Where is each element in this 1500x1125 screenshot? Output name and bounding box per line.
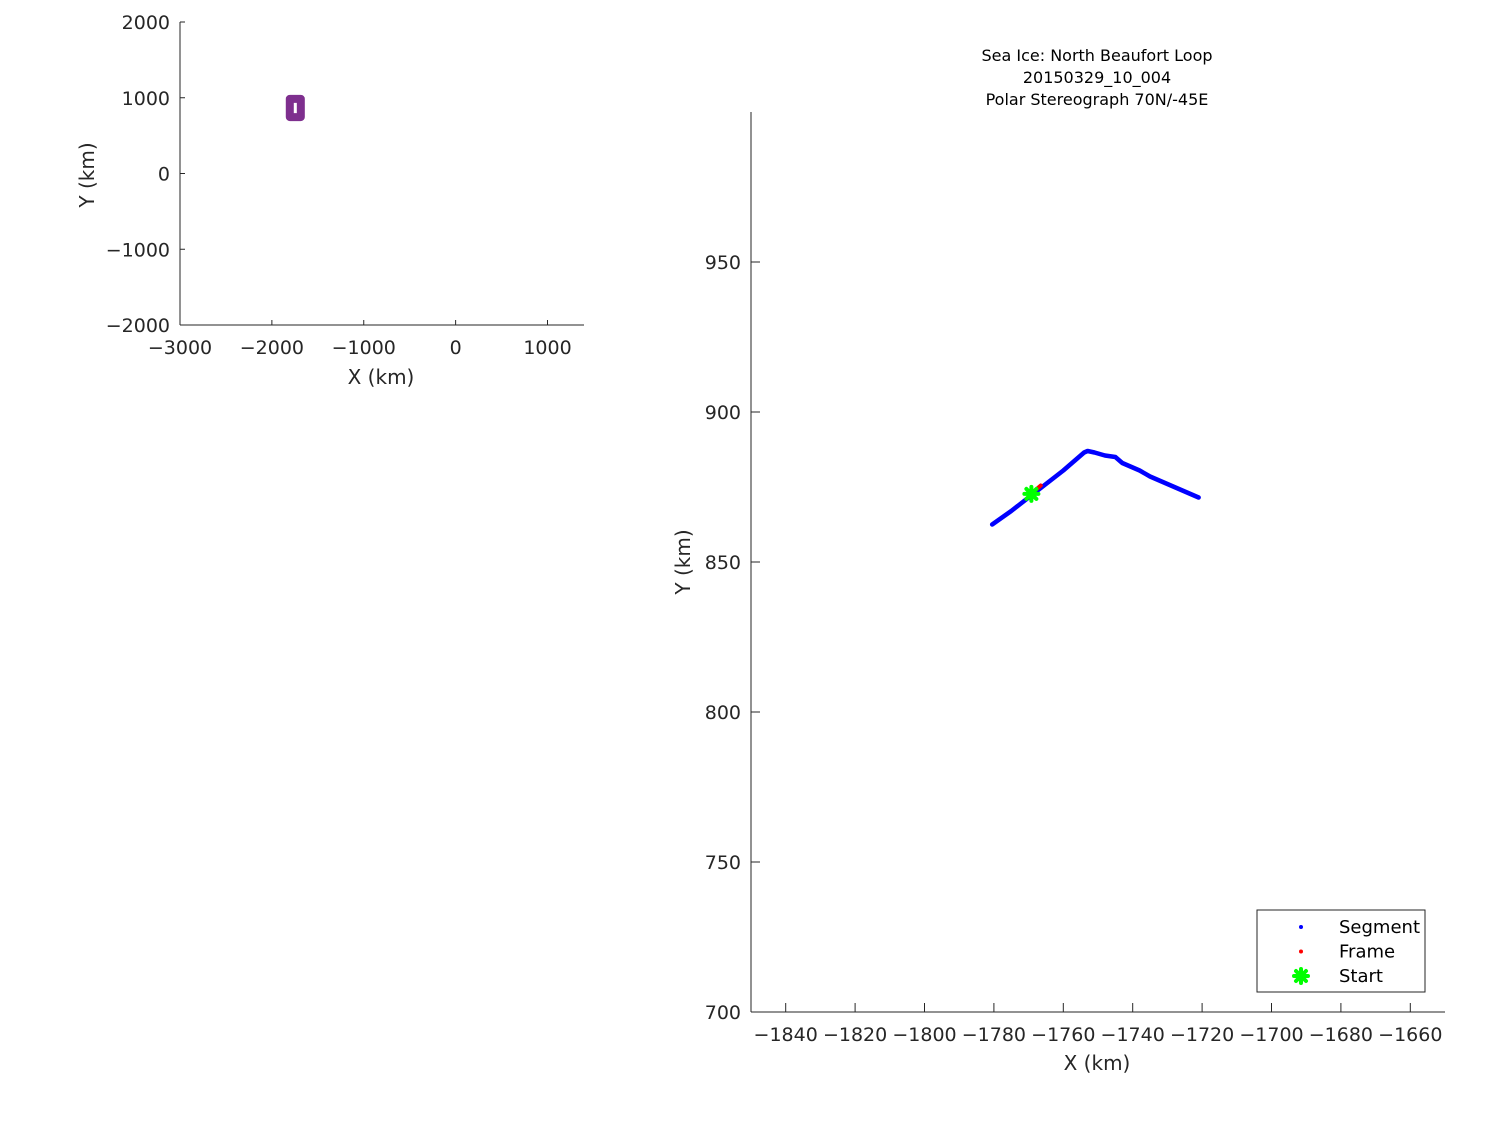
main-y-axis-label: Y (km): [671, 529, 695, 595]
overview-x-tick-label: −1000: [332, 337, 396, 359]
main-x-tick-label: −1780: [962, 1024, 1026, 1046]
main-y-ticks: 700 750 800 850 900 950: [705, 252, 760, 1024]
legend-label-segment: Segment: [1339, 917, 1420, 938]
main-x-tick-label: −1660: [1378, 1024, 1442, 1046]
legend-label-start: Start: [1339, 966, 1383, 987]
title-line-2: 20150329_10_004: [1023, 68, 1171, 88]
overview-x-tick-label: −3000: [148, 337, 212, 359]
title-line-1: Sea Ice: North Beaufort Loop: [981, 46, 1212, 65]
main-y-tick-label: 700: [705, 1002, 741, 1024]
overview-y-tick-label: −2000: [106, 315, 170, 337]
segment-track: [989, 448, 1201, 527]
main-x-tick-label: −1720: [1170, 1024, 1234, 1046]
legend: Segment Frame Start: [1256, 909, 1426, 993]
main-y-tick-label: 800: [705, 702, 741, 724]
title-line-3: Polar Stereograph 70N/-45E: [986, 90, 1209, 109]
main-plot-title: Sea Ice: North Beaufort Loop 20150329_10…: [981, 46, 1212, 109]
overview-y-tick-label: −1000: [106, 239, 170, 261]
legend-label-frame: Frame: [1339, 942, 1395, 963]
overview-y-ticks: −2000 −1000 0 1000 2000: [106, 12, 185, 337]
legend-marker-segment: [1299, 925, 1303, 929]
legend-entry-frame: Frame: [1299, 942, 1395, 963]
main-x-tick-label: −1700: [1239, 1024, 1303, 1046]
main-y-tick-label: 950: [705, 252, 741, 274]
legend-entries: Segment Frame Start: [1292, 917, 1420, 987]
main-x-tick-label: −1820: [823, 1024, 887, 1046]
legend-marker-frame: [1299, 949, 1303, 954]
overview-data-marks: [285, 94, 305, 122]
main-x-tick-label: −1840: [754, 1024, 818, 1046]
main-x-ticks: −1840 −1820 −1800 −1780 −1760 −1740 −1720 −1700…: [754, 1003, 1442, 1046]
legend-entry-segment: Segment: [1299, 917, 1420, 938]
overview-y-axis-label: Y (km): [75, 142, 99, 208]
main-x-tick-label: −1800: [892, 1024, 956, 1046]
overview-map-axes: −3000 −2000 −1000 0 1000 −2000−1000010002000…: [75, 12, 584, 389]
legend-entry-start: Start: [1292, 966, 1383, 987]
main-x-tick-label: −1760: [1031, 1024, 1095, 1046]
legend-marker-start: [1292, 967, 1310, 985]
overview-flight-track: [285, 94, 305, 122]
main-y-tick-label: 900: [705, 402, 741, 424]
overview-x-ticks: −3000 −2000 −1000 0 1000: [148, 320, 572, 359]
main-x-axis-label: X (km): [1064, 1051, 1131, 1075]
overview-y-tick-label: 1000: [122, 88, 170, 110]
main-series: [989, 448, 1201, 527]
overview-x-tick-label: 0: [450, 337, 462, 359]
main-y-tick-label: 850: [705, 552, 741, 574]
overview-x-tick-label: 1000: [523, 337, 571, 359]
start-marker: [1022, 484, 1041, 503]
main-x-tick-label: −1680: [1309, 1024, 1373, 1046]
overview-y-tick-label: 0: [158, 164, 170, 186]
main-x-tick-label: −1740: [1101, 1024, 1165, 1046]
overview-y-tick-label: 2000: [122, 12, 170, 34]
overview-x-axis-label: X (km): [348, 365, 415, 389]
legend-box: [1256, 909, 1426, 993]
main-plot-axes: Sea Ice: North Beaufort Loop 20150329_10…: [671, 46, 1445, 1075]
overview-x-tick-label: −2000: [240, 337, 304, 359]
main-y-tick-label: 750: [705, 852, 741, 874]
